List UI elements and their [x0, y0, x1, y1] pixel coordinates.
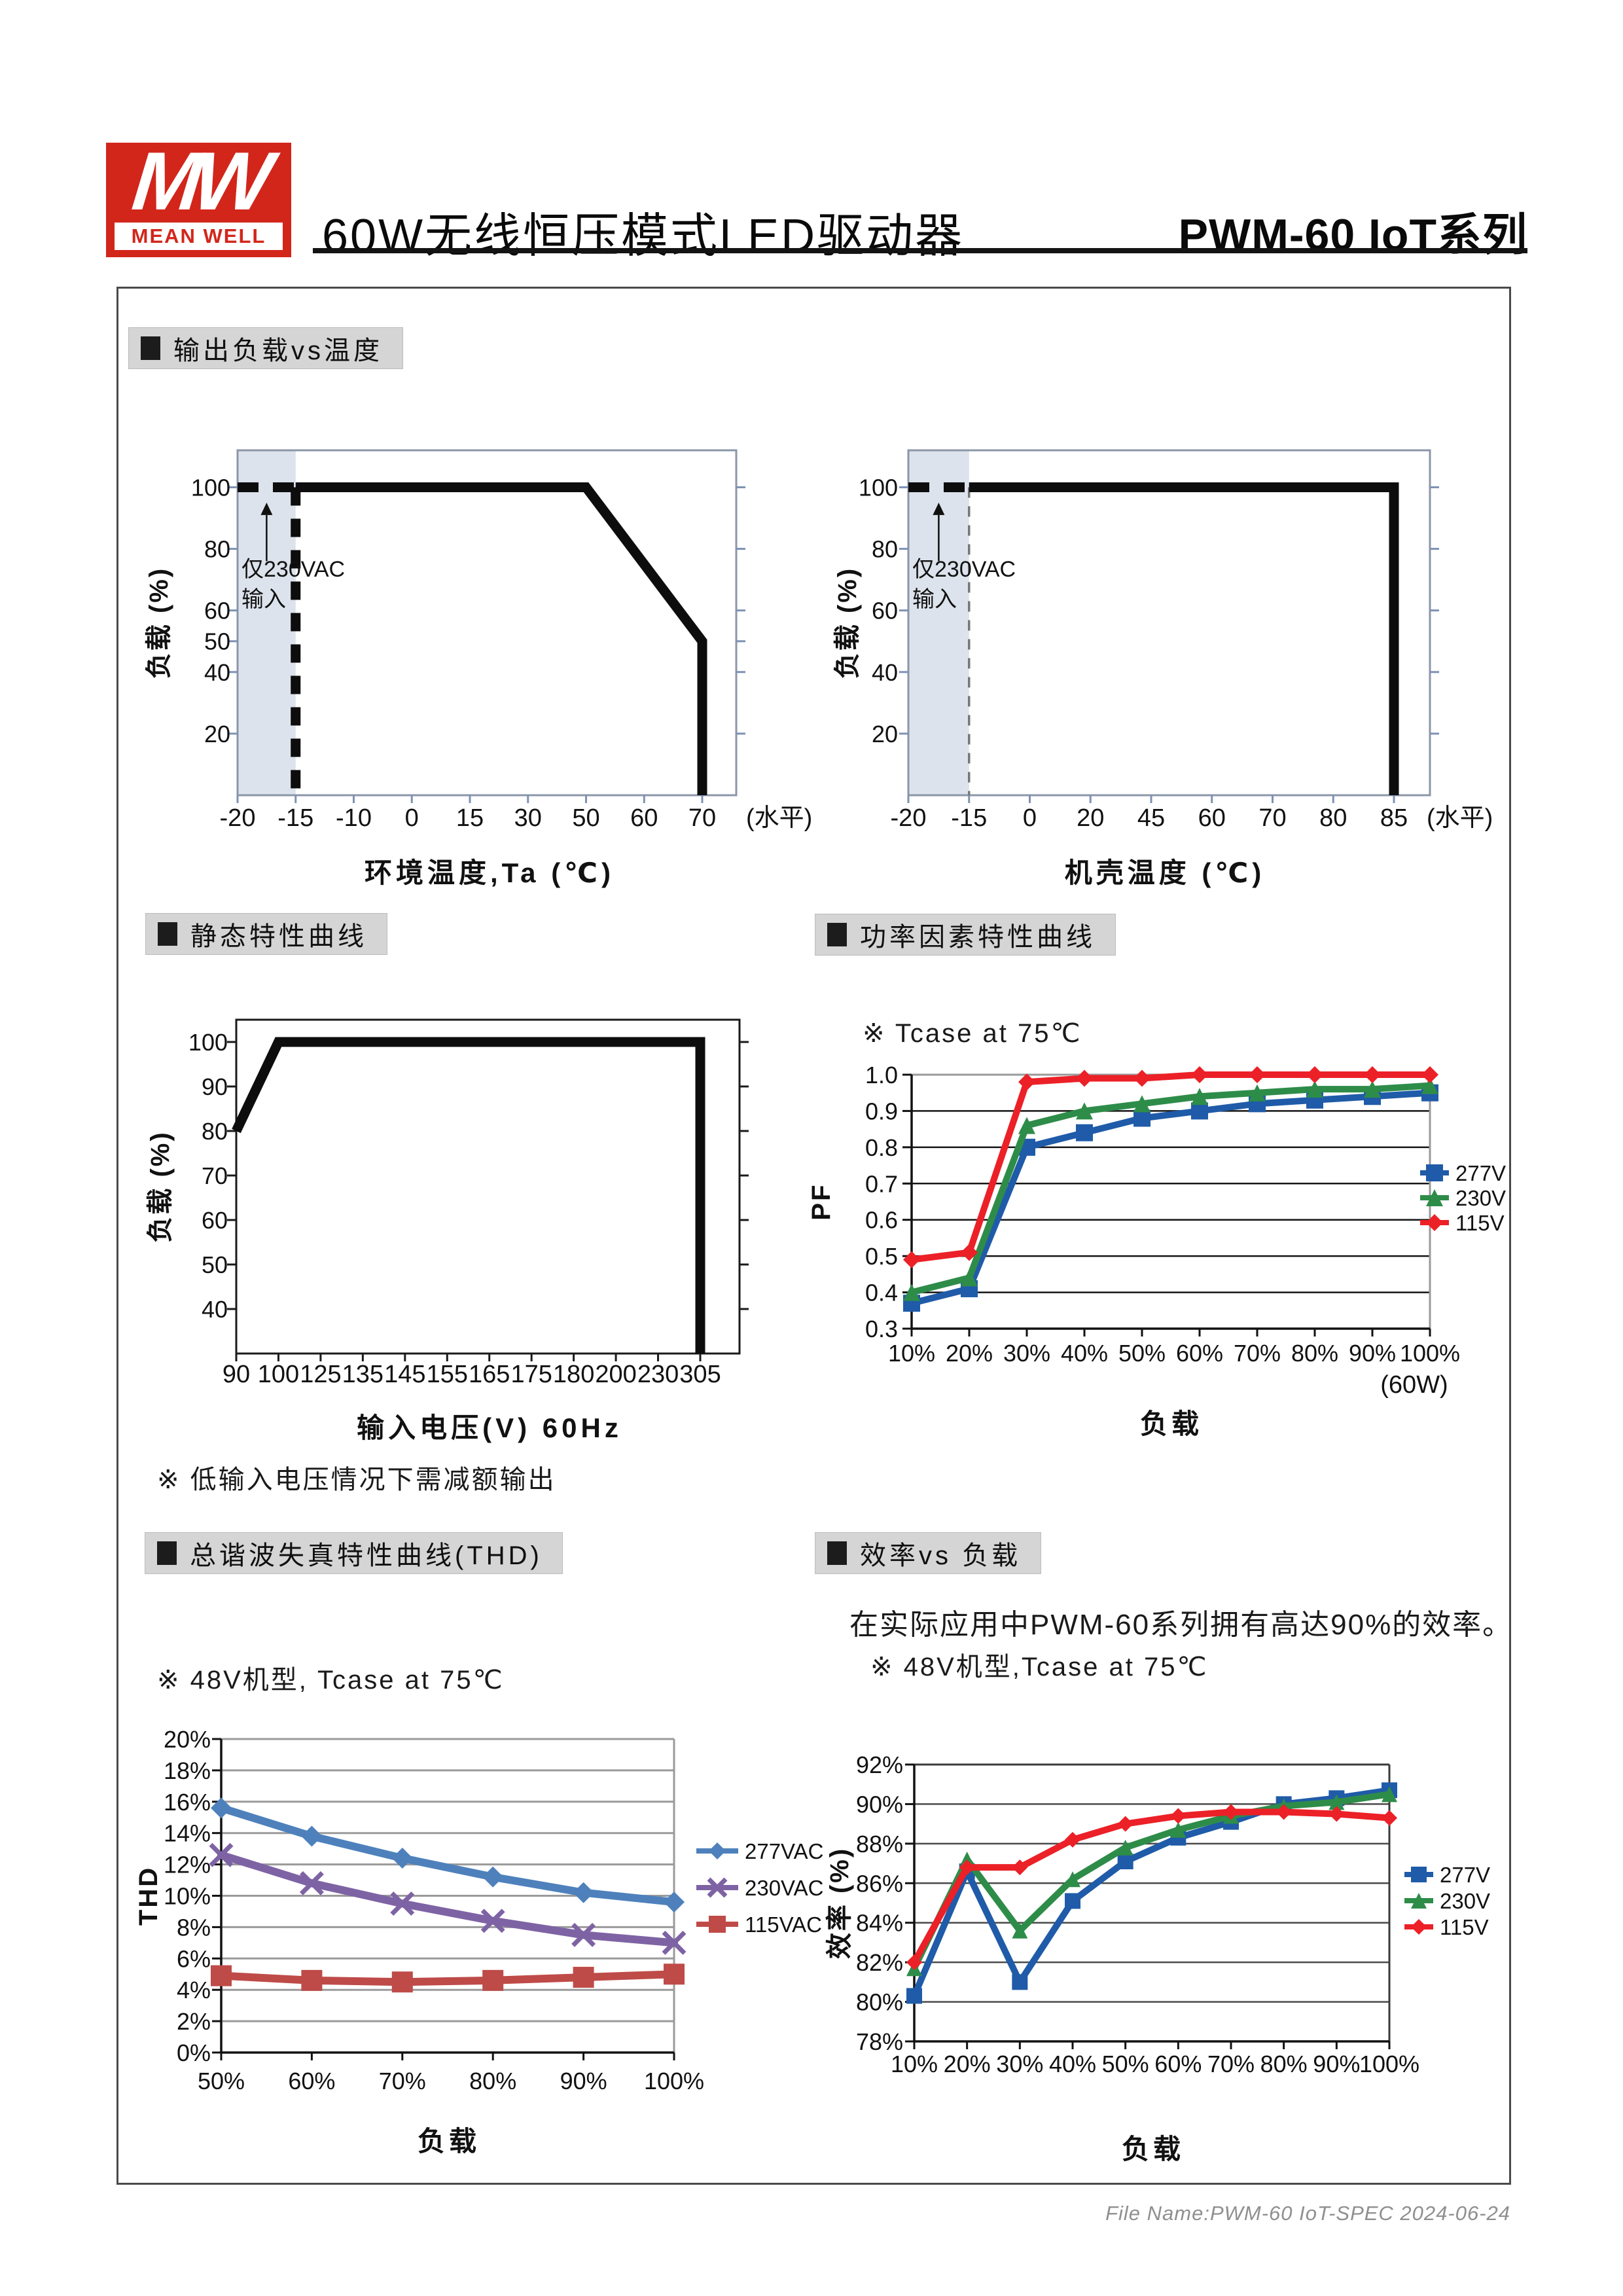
- section-title-static-characteristic: 静态特性曲线: [145, 913, 387, 955]
- section-title-label: 输出负载vs温度: [173, 336, 383, 365]
- header-rule: [313, 248, 1527, 253]
- section-title-power-factor: 功率因素特性曲线: [815, 914, 1116, 956]
- section-title-output-load-vs-temp: 输出负载vs温度: [128, 327, 403, 369]
- thd-note: ※ 48V机型, Tcase at 75℃: [157, 1666, 505, 1695]
- section-bullet-icon: [141, 336, 160, 360]
- logo-brand-text: MEAN WELL: [115, 223, 283, 250]
- section-title-label: 总谐波失真特性曲线(THD): [190, 1541, 543, 1570]
- meanwell-logo: MW MEAN WELL: [106, 135, 291, 257]
- efficiency-description: 在实际应用中PWM-60系列拥有高达90%的效率。: [849, 1609, 1513, 1641]
- logo-mw-monogram-icon: MW: [128, 135, 269, 227]
- efficiency-note: ※ 48V机型,Tcase at 75℃: [870, 1653, 1209, 1681]
- pf-note: ※ Tcase at 75℃: [863, 1019, 1082, 1048]
- section-bullet-icon: [827, 1541, 847, 1565]
- section-title-label: 功率因素特性曲线: [860, 923, 1096, 952]
- page-title: 60W无线恒压模式LED驱动器: [322, 210, 965, 262]
- footer-filename: File Name:PWM-60 IoT-SPEC 2024-06-24: [1105, 2202, 1510, 2225]
- section-title-label: 效率vs 负载: [860, 1541, 1022, 1570]
- section-bullet-icon: [157, 1541, 177, 1565]
- series-title: PWM-60 IoT系列: [1178, 210, 1527, 260]
- section-title-label: 静态特性曲线: [190, 922, 367, 951]
- section-title-thd: 总谐波失真特性曲线(THD): [145, 1532, 563, 1574]
- section-bullet-icon: [827, 923, 847, 946]
- section-bullet-icon: [158, 922, 177, 946]
- section-title-efficiency-vs-load: 效率vs 负载: [815, 1532, 1042, 1574]
- static-note: ※ 低输入电压情况下需减额输出: [157, 1465, 556, 1494]
- content-border-box: [116, 287, 1511, 2185]
